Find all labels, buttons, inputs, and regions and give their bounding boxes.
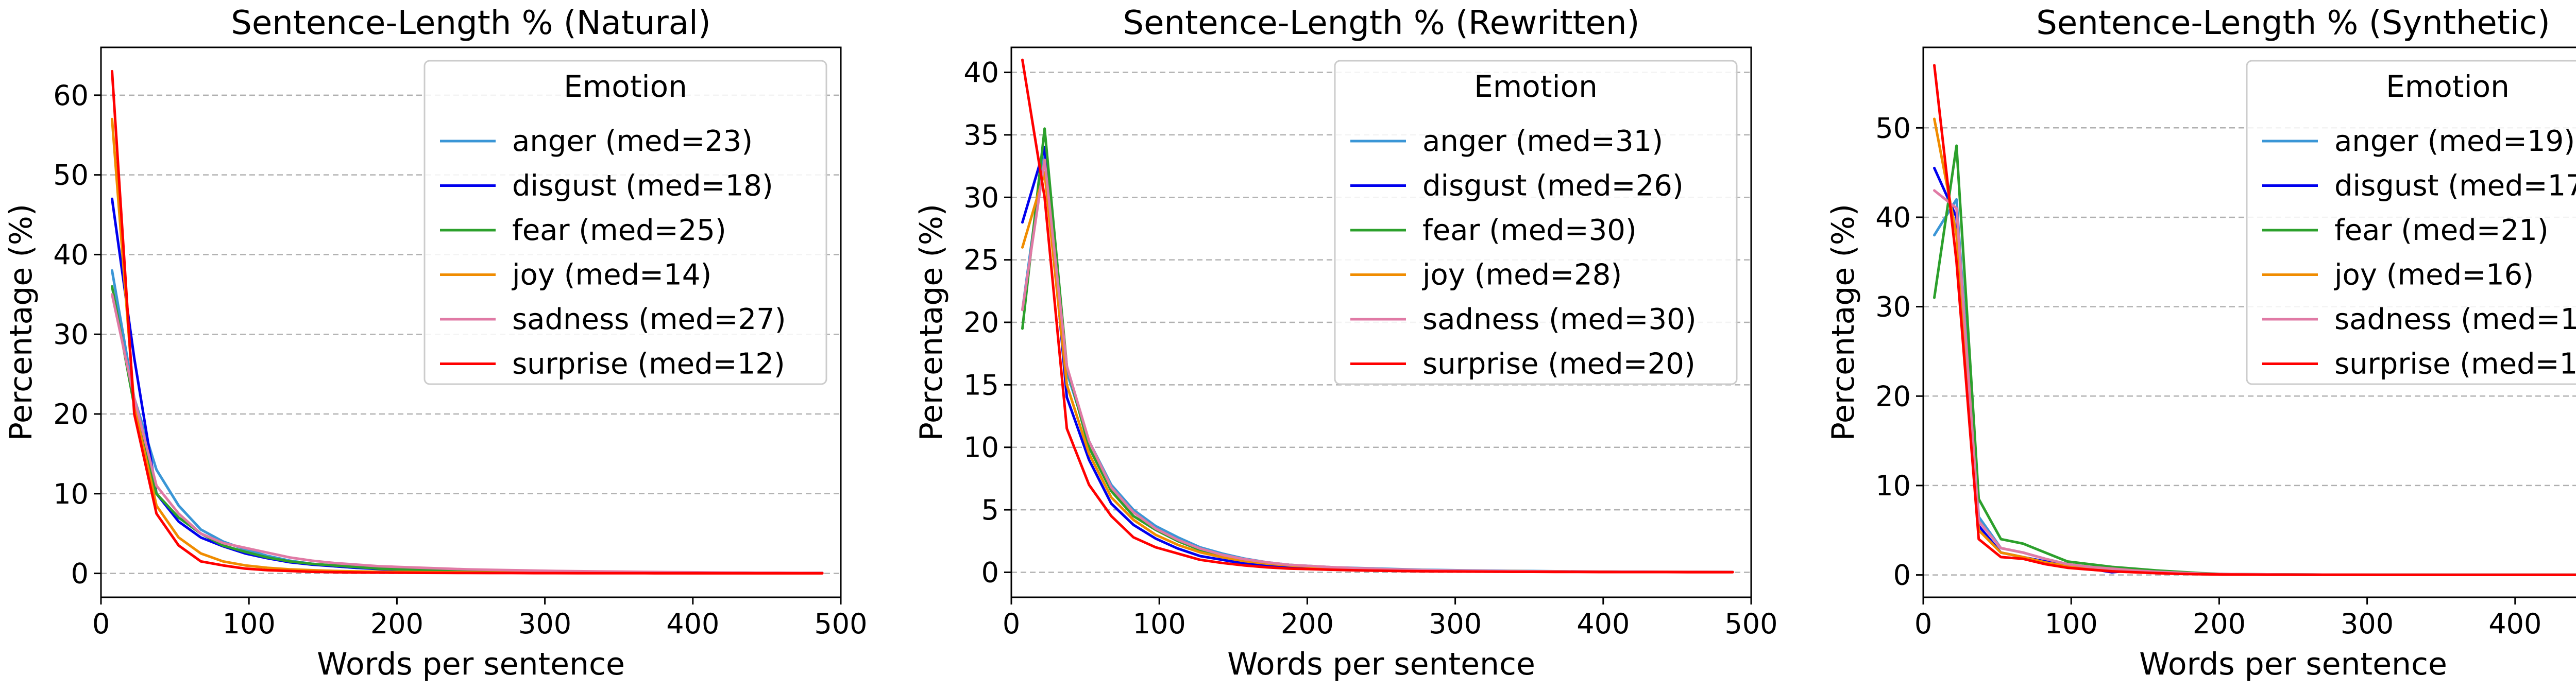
- legend-label-joy: joy (med=16): [2333, 258, 2534, 292]
- x-tick-label: 0: [1914, 608, 1932, 640]
- legend-box: [423, 60, 827, 385]
- y-tick-label: 0: [981, 556, 999, 589]
- x-tick-label: 200: [2193, 608, 2246, 640]
- x-tick-label: 400: [2488, 608, 2541, 640]
- x-tick-label: 300: [1429, 608, 1482, 640]
- y-tick-label: 30: [963, 181, 999, 214]
- legend-label-sadness: sadness (med=30): [1422, 303, 1697, 336]
- series-lines: [111, 70, 824, 575]
- x-axis-label: Words per sentence: [2139, 646, 2447, 682]
- y-tick-label: 60: [53, 79, 89, 112]
- chart-panel-1: 0 100 200 300 400 500 0 10 20 30 40 50 60 Sentence-Le…: [3, 4, 868, 682]
- legend-label-joy: joy (med=28): [1421, 258, 1622, 292]
- x-tick-label: 0: [92, 608, 110, 640]
- y-tick-label: 30: [1875, 291, 1911, 323]
- x-tick-label: 300: [2341, 608, 2394, 640]
- y-tick-label: 40: [53, 238, 89, 271]
- series-lines: [1933, 64, 2576, 576]
- y-tick-label: 10: [53, 478, 89, 510]
- y-tick-label: 35: [963, 119, 999, 151]
- y-tick-label: 50: [1875, 112, 1911, 144]
- legend: Emotion anger (med=23) disgust (med=18) fea…: [423, 60, 827, 385]
- y-tick-label: 20: [963, 306, 999, 339]
- x-tick-label: 200: [370, 608, 423, 640]
- series-line-surprise: [1933, 64, 2576, 576]
- y-tick-label: 40: [963, 57, 999, 89]
- series-line-surprise: [1021, 58, 1734, 574]
- chart-panel-3: 010020030040050001020304050Sentence-Leng…: [1825, 4, 2576, 682]
- legend-label-disgust: disgust (med=18): [512, 169, 773, 203]
- legend-label-fear: fear (med=21): [2334, 214, 2549, 247]
- y-tick-label: 10: [1875, 470, 1911, 502]
- x-tick-label: 500: [814, 608, 867, 640]
- legend-title: Emotion: [1474, 69, 1598, 104]
- y-tick-label: 5: [981, 494, 999, 526]
- legend-label-surprise: surprise (med=12): [512, 348, 785, 381]
- x-axis-label: Words per sentence: [1227, 646, 1535, 682]
- legend-label-anger: anger (med=23): [512, 125, 753, 158]
- legend-title: Emotion: [2386, 69, 2510, 104]
- x-tick-label: 500: [1724, 608, 1777, 640]
- series-lines: [1021, 58, 1734, 574]
- y-tick-label: 0: [1893, 559, 1911, 592]
- y-axis-label: Percentage (%): [1825, 204, 1861, 441]
- y-tick-label: 40: [1875, 201, 1911, 234]
- y-tick-label: 20: [53, 398, 89, 430]
- y-tick-label: 50: [53, 159, 89, 192]
- legend-label-surprise: surprise (med=20): [1422, 348, 1696, 381]
- y-tick-label: 15: [963, 369, 999, 401]
- x-tick-label: 100: [2045, 608, 2098, 640]
- legend-title: Emotion: [564, 69, 687, 104]
- legend-label-sadness: sadness (med=18): [2334, 303, 2576, 336]
- chart-title: Sentence-Length % (Rewritten): [1123, 4, 1640, 42]
- x-tick-label: 300: [518, 608, 571, 640]
- x-tick-label: 0: [1003, 608, 1020, 640]
- y-axis-label: Percentage (%): [3, 204, 39, 441]
- plot-frame: [1922, 46, 2576, 598]
- x-tick-label: 200: [1281, 608, 1334, 640]
- x-tick-label: 100: [223, 608, 276, 640]
- legend-box: [2246, 60, 2576, 385]
- legend-label-joy: joy (med=14): [511, 258, 711, 292]
- legend-label-disgust: disgust (med=26): [1422, 169, 1684, 203]
- legend-label-sadness: sadness (med=27): [512, 303, 786, 336]
- y-axis-label: Percentage (%): [913, 204, 950, 441]
- y-tick-label: 20: [1875, 380, 1911, 412]
- legend-label-surprise: surprise (med=15): [2334, 348, 2576, 381]
- legend-label-fear: fear (med=30): [1422, 214, 1637, 247]
- x-tick-label: 400: [666, 608, 719, 640]
- chart-title: Sentence-Length % (Natural): [231, 4, 711, 42]
- x-axis-label: Words per sentence: [317, 646, 625, 682]
- legend-label-anger: anger (med=31): [1422, 125, 1663, 158]
- y-tick-label: 30: [53, 318, 89, 351]
- plot-frame: [100, 46, 842, 598]
- legend-label-fear: fear (med=25): [512, 214, 726, 247]
- y-tick-label: 10: [963, 431, 999, 464]
- x-tick-label: 400: [1577, 608, 1630, 640]
- y-tick-label: 25: [963, 244, 999, 277]
- legend: Emotion anger (med=19) disgust (med=17) fea…: [2246, 60, 2576, 385]
- x-tick-label: 100: [1133, 608, 1186, 640]
- legend-label-disgust: disgust (med=17): [2334, 169, 2576, 203]
- chart-panel-2: 0 100 200 300 400 500 0 5 10 15 20 25 30 35 40 Sentence…: [913, 4, 1778, 682]
- series-line-surprise: [111, 70, 824, 575]
- y-tick-label: 0: [71, 558, 89, 590]
- legend-label-anger: anger (med=19): [2334, 125, 2575, 158]
- legend-box: [1334, 60, 1738, 385]
- chart-title: Sentence-Length % (Synthetic): [2036, 4, 2550, 42]
- legend: Emotion anger (med=31) disgust (med=26) fea…: [1334, 60, 1738, 385]
